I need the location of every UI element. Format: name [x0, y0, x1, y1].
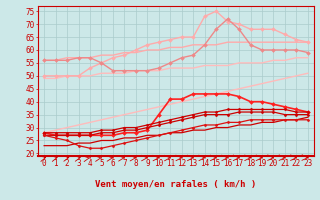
- X-axis label: Vent moyen/en rafales ( km/h ): Vent moyen/en rafales ( km/h ): [95, 180, 257, 189]
